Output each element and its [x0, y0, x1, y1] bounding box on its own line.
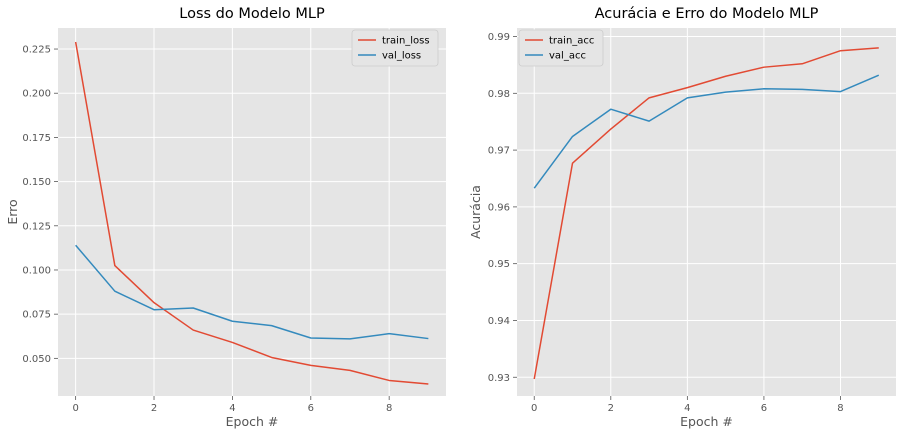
x-tick-label: 6 [761, 403, 767, 414]
series-line-val_loss [75, 244, 429, 340]
y-axis-label: Acurácia [468, 185, 483, 239]
plot-area [58, 28, 446, 396]
x-tick-label: 8 [837, 403, 843, 414]
y-tick-label: 0.97 [488, 146, 510, 157]
legend-box [518, 29, 604, 67]
y-tick-label: 0.150 [22, 177, 51, 188]
y-tick-label: 0.225 [22, 45, 51, 56]
legend-label: train_loss [382, 36, 430, 47]
x-axis-label: Epoch # [226, 414, 279, 429]
accuracy-chart: 0 2 4 6 8 0.93 0.94 0.95 0.96 0.97 0.98 0.99 Acuráci… [468, 6, 896, 429]
y-tick-label: 0.98 [488, 89, 510, 100]
x-tick-label: 2 [151, 403, 157, 414]
y-tick-label: 0.93 [488, 373, 510, 384]
x-tick-label: 0 [531, 403, 537, 414]
y-axis-label: Erro [5, 199, 20, 224]
y-tick-label: 0.96 [488, 202, 510, 213]
x-tick-label: 0 [72, 403, 78, 414]
y-tick-label: 0.95 [488, 259, 510, 270]
series-line-train_loss [74, 41, 429, 385]
y-tick-label: 0.94 [488, 316, 510, 327]
x-tick-label: 6 [308, 403, 314, 414]
y-tick-label: 0.200 [22, 89, 51, 100]
legend-label: val_loss [382, 51, 421, 62]
plot-area [517, 28, 896, 396]
y-tick-label: 0.125 [22, 221, 51, 232]
x-tick-label: 2 [608, 403, 614, 414]
series-line-train_acc [533, 47, 879, 380]
y-tick-label: 0.100 [22, 265, 51, 276]
x-tick-label: 4 [229, 403, 235, 414]
legend-label: train_acc [549, 36, 594, 47]
y-tick-label: 0.075 [22, 310, 51, 321]
series-line-val_acc [533, 74, 880, 189]
y-tick-label: 0.050 [22, 354, 51, 365]
x-axis-label: Epoch # [680, 414, 733, 429]
x-tick-label: 8 [386, 403, 392, 414]
legend: train_loss val_loss [351, 29, 439, 67]
legend-label: val_acc [549, 51, 586, 62]
legend-box [351, 29, 439, 67]
y-tick-label: 0.99 [488, 32, 510, 43]
legend: train_acc val_acc [518, 29, 604, 67]
y-tick-label: 0.175 [22, 133, 51, 144]
loss-chart: 0 2 4 6 8 0.050 0.075 0.100 0.125 0.150 0.175 0.200… [5, 6, 446, 429]
x-tick-label: 4 [684, 403, 690, 414]
chart-title: Acurácia e Erro do Modelo MLP [595, 6, 819, 22]
chart-title: Loss do Modelo MLP [179, 6, 325, 22]
